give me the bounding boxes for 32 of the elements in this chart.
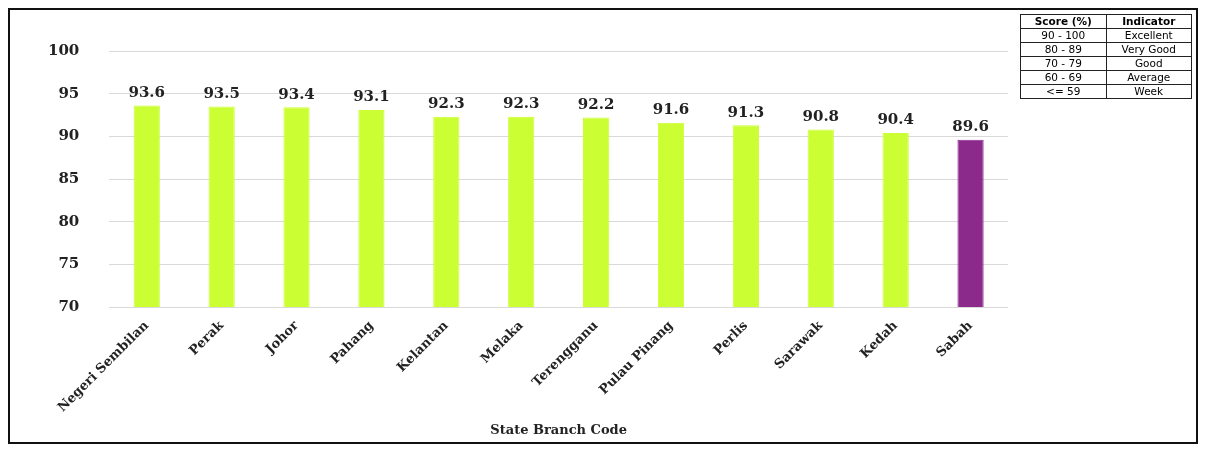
text: Score (%) xyxy=(1020,14,1106,29)
data-label: 92.2 xyxy=(577,94,615,113)
data-label: 93.6 xyxy=(128,83,166,102)
text: 60 - 69 xyxy=(1020,70,1106,85)
data-label: 90.8 xyxy=(802,106,840,125)
text: Very Good xyxy=(1106,42,1192,57)
y-tick-label: 85 xyxy=(58,168,80,187)
data-label: 91.3 xyxy=(727,102,765,121)
data-label: 89.6 xyxy=(952,117,989,136)
y-tick-label: 70 xyxy=(58,296,80,315)
x-axis-title: State Branch Code xyxy=(490,421,627,437)
data-label: 93.1 xyxy=(353,87,390,106)
y-tick-label: 95 xyxy=(58,83,80,102)
data-label: 90.4 xyxy=(877,110,914,129)
y-tick-label: 90 xyxy=(58,126,80,145)
y-tick-label: 80 xyxy=(58,211,80,230)
text: <= 59 xyxy=(1020,84,1106,99)
y-tick-label: 75 xyxy=(58,254,80,273)
data-label: 92.3 xyxy=(428,94,465,113)
text: Average xyxy=(1106,70,1192,85)
data-label: 92.3 xyxy=(502,94,540,113)
data-label: 93.4 xyxy=(278,84,315,103)
data-label: 91.6 xyxy=(652,100,690,119)
y-tick-label: 100 xyxy=(48,40,80,59)
text: 80 - 89 xyxy=(1020,42,1106,57)
text: Week xyxy=(1106,84,1192,99)
text: Indicator xyxy=(1106,14,1192,29)
text: 90 - 100 xyxy=(1020,28,1106,43)
text: 70 - 79 xyxy=(1020,56,1106,71)
text: Good xyxy=(1106,56,1192,71)
text: Excellent xyxy=(1106,28,1192,43)
data-label: 93.5 xyxy=(203,83,240,102)
